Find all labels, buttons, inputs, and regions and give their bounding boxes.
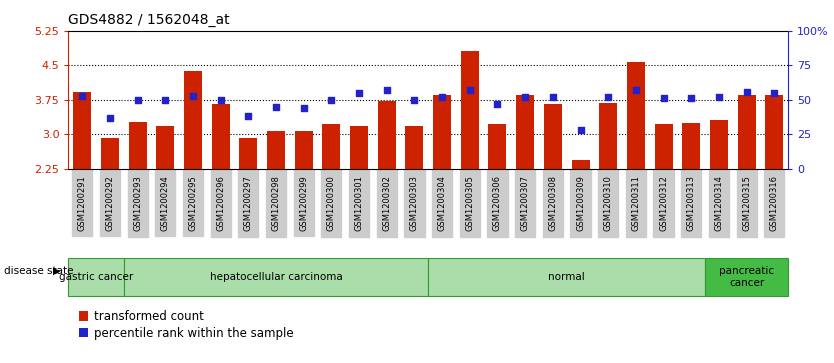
Point [297, 105, 310, 111]
Point [380, 87, 394, 93]
Point [629, 87, 642, 93]
Point [463, 87, 476, 93]
Bar [128, 122, 147, 169]
Bar [294, 131, 313, 169]
Point [601, 94, 615, 100]
Bar [68, 258, 123, 296]
Text: ▶: ▶ [53, 266, 61, 276]
Bar [378, 101, 395, 169]
Bar [101, 138, 119, 169]
Bar [627, 62, 645, 169]
Point [353, 90, 366, 96]
Bar [429, 258, 705, 296]
Point [490, 101, 504, 107]
Text: GDS4882 / 1562048_at: GDS4882 / 1562048_at [68, 13, 230, 27]
Bar [766, 95, 783, 169]
Bar [156, 126, 174, 169]
Point [408, 97, 421, 103]
Bar [737, 95, 756, 169]
Bar [571, 160, 590, 169]
Text: hepatocellular carcinoma: hepatocellular carcinoma [209, 272, 343, 282]
Point [214, 97, 228, 103]
Point [103, 115, 117, 121]
Bar [599, 103, 617, 169]
Point [712, 94, 726, 100]
Point [546, 94, 560, 100]
Point [519, 94, 532, 100]
Point [767, 90, 781, 96]
Point [574, 127, 587, 133]
Text: pancreatic
cancer: pancreatic cancer [719, 266, 774, 287]
Point [324, 97, 338, 103]
Text: gastric cancer: gastric cancer [59, 272, 133, 282]
Bar [323, 124, 340, 169]
Bar [239, 138, 258, 169]
Point [685, 95, 698, 101]
Bar [405, 126, 424, 169]
Bar [461, 50, 479, 169]
Point [657, 95, 671, 101]
Bar [544, 103, 562, 169]
Bar [433, 95, 451, 169]
Bar [350, 126, 368, 169]
Point [435, 94, 449, 100]
Bar [489, 124, 506, 169]
Bar [655, 124, 672, 169]
Point [186, 93, 199, 99]
Point [131, 97, 144, 103]
Point [242, 114, 255, 119]
Point [76, 93, 89, 99]
Bar [516, 95, 534, 169]
Legend: transformed count, percentile rank within the sample: transformed count, percentile rank withi… [74, 305, 299, 344]
Bar [212, 105, 229, 169]
Bar [73, 92, 91, 169]
Bar [184, 71, 202, 169]
Bar [705, 258, 788, 296]
Bar [682, 123, 701, 169]
Point [740, 89, 753, 94]
Point [269, 104, 283, 110]
Bar [267, 131, 285, 169]
Point [158, 97, 172, 103]
Text: disease state: disease state [4, 266, 73, 276]
Text: normal: normal [548, 272, 585, 282]
Bar [123, 258, 429, 296]
Bar [710, 119, 728, 169]
